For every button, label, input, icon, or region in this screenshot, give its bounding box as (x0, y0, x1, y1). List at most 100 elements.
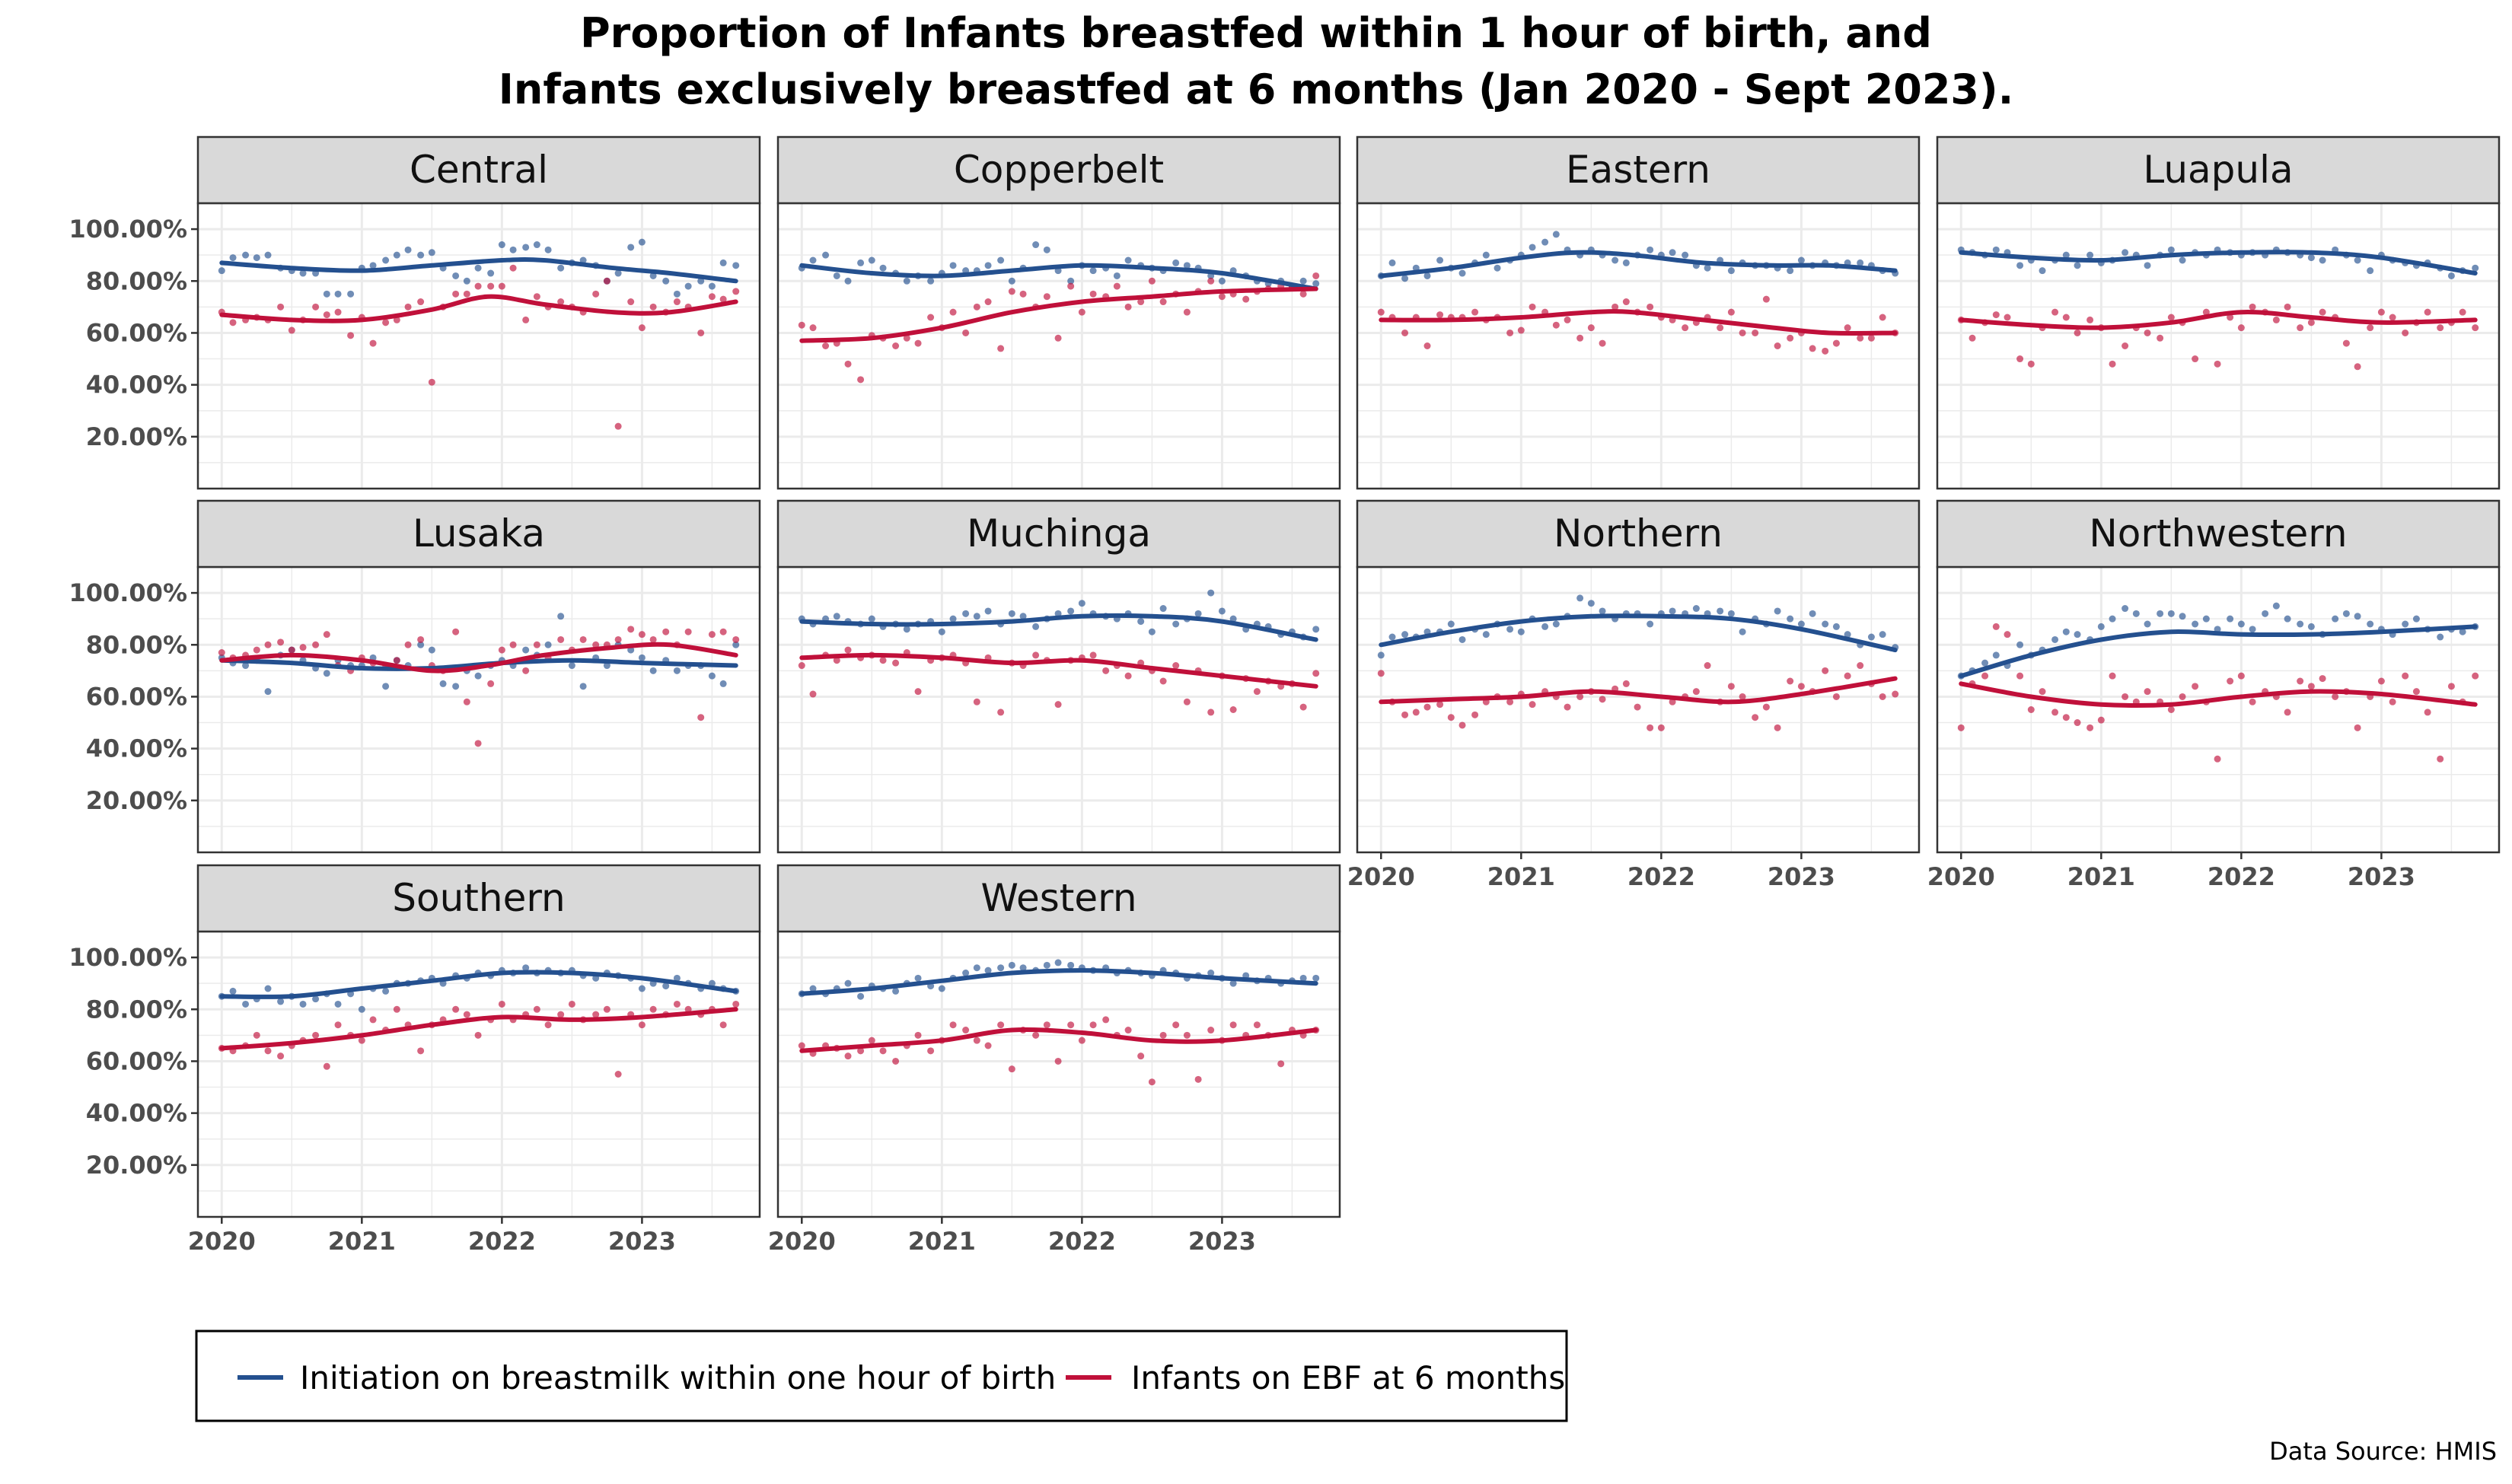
facet-panels: Central 20.00% 40.00% 60.00% 80.00% 100.00% Co… (69, 135, 2501, 1256)
facet-strip-label: Southern (392, 876, 565, 920)
data-point (2132, 610, 2140, 617)
data-point (2074, 631, 2081, 639)
data-point (673, 298, 681, 306)
data-point (2214, 360, 2221, 368)
data-point (1159, 1031, 1167, 1039)
data-point (1377, 308, 1385, 316)
data-point (1844, 672, 1851, 680)
data-point (312, 995, 320, 1003)
data-point (914, 339, 922, 347)
data-point (1019, 290, 1027, 298)
data-point (949, 262, 957, 269)
y-tick-label: 40.00% (86, 734, 187, 763)
panel-background (778, 567, 1340, 852)
y-tick-label: 20.00% (86, 786, 187, 815)
data-point (1218, 277, 1226, 285)
data-point (533, 293, 540, 301)
data-point (1797, 683, 1805, 690)
data-point (1879, 693, 1886, 700)
data-point (638, 631, 646, 639)
data-point (1054, 959, 1062, 967)
facet-strip (776, 499, 1341, 568)
facet-strip-label: Luapula (2143, 148, 2293, 192)
smooth-line-ebf (799, 286, 1318, 343)
data-point (927, 1047, 935, 1055)
data-point (404, 641, 412, 648)
panel-southern: Southern 20.00% 40.00% 60.00% 80.00% 100.00% 2… (69, 864, 761, 1256)
data-point (299, 269, 307, 277)
data-point (1739, 329, 1746, 336)
data-point (1032, 651, 1040, 659)
data-point (927, 277, 935, 285)
data-point (2039, 267, 2046, 275)
data-point (1207, 709, 1215, 716)
data-point (428, 646, 435, 654)
data-point (2062, 251, 2070, 259)
data-point (2167, 706, 2175, 713)
data-point (452, 1005, 460, 1013)
data-point (1493, 264, 1501, 272)
panel-eastern: Eastern (1356, 135, 1921, 490)
data-point (2051, 709, 2059, 716)
x-tick-label: 2022 (1048, 1227, 1116, 1256)
data-point (1727, 308, 1735, 316)
data-point (1857, 334, 1864, 342)
data-point (2157, 334, 2164, 342)
data-point (1089, 267, 1097, 275)
data-point (2179, 256, 2186, 264)
data-point (1089, 651, 1097, 659)
data-point (732, 641, 740, 648)
data-point (2192, 683, 2199, 690)
data-point (914, 688, 922, 696)
data-point (229, 254, 237, 262)
data-point (2377, 308, 2385, 316)
data-point (1312, 670, 1320, 677)
data-point (1067, 961, 1075, 969)
data-point (1172, 662, 1180, 670)
data-point (1312, 974, 1320, 982)
data-point (962, 970, 970, 977)
x-tick-label: 2020 (188, 1227, 256, 1256)
data-point (1739, 693, 1746, 700)
data-point (2447, 683, 2455, 690)
data-point (334, 290, 342, 298)
data-point (1517, 628, 1525, 635)
data-point (1229, 979, 1237, 987)
data-point (1089, 1021, 1097, 1029)
data-point (509, 641, 517, 648)
data-point (868, 1037, 875, 1044)
data-point (2249, 303, 2256, 310)
data-point (603, 1005, 610, 1013)
data-point (2016, 262, 2024, 269)
data-point (498, 646, 505, 654)
data-point (1981, 672, 1989, 680)
data-point (1692, 605, 1700, 613)
data-point (1599, 696, 1606, 703)
data-point (277, 998, 285, 1005)
data-point (914, 974, 922, 982)
data-point (2402, 329, 2409, 336)
data-point (579, 683, 587, 690)
data-point (2016, 355, 2024, 363)
data-point (2367, 324, 2374, 332)
data-point (2179, 693, 2186, 700)
data-point (973, 698, 980, 705)
data-point (1008, 277, 1015, 285)
data-point (1207, 970, 1215, 977)
data-point (2192, 355, 2199, 363)
data-point (2402, 672, 2409, 680)
data-point (2354, 724, 2361, 731)
data-point (1529, 244, 1536, 251)
data-point (1377, 670, 1385, 677)
data-point (1312, 272, 1320, 279)
data-point (1739, 628, 1746, 635)
data-point (1517, 326, 1525, 334)
x-tick-label: 2020 (1927, 862, 1995, 891)
data-point (242, 251, 250, 259)
data-point (662, 628, 670, 635)
data-point (533, 241, 540, 249)
data-point (822, 342, 830, 349)
smooth-line-ebf (1379, 309, 1898, 336)
data-point (487, 269, 495, 277)
data-point (1102, 1016, 1110, 1024)
